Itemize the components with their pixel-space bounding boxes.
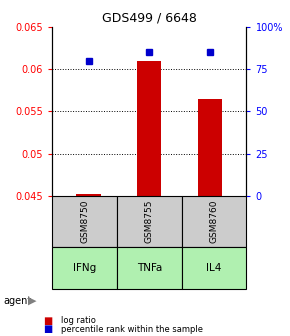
Text: log ratio: log ratio [61, 317, 96, 325]
Bar [137, 61, 162, 196]
Text: agent: agent [3, 296, 31, 306]
FancyBboxPatch shape [117, 196, 182, 247]
Text: GSM8760: GSM8760 [210, 200, 219, 243]
Text: IL4: IL4 [206, 263, 222, 273]
Text: ■: ■ [44, 316, 53, 326]
Text: GSM8755: GSM8755 [145, 200, 154, 243]
Text: IFNg: IFNg [73, 263, 96, 273]
FancyBboxPatch shape [117, 247, 182, 289]
FancyBboxPatch shape [52, 247, 117, 289]
Title: GDS499 / 6648: GDS499 / 6648 [102, 11, 197, 24]
Bar [198, 99, 222, 196]
Text: GSM8750: GSM8750 [80, 200, 89, 243]
FancyBboxPatch shape [182, 196, 246, 247]
FancyBboxPatch shape [52, 196, 117, 247]
FancyBboxPatch shape [182, 247, 246, 289]
Text: ■: ■ [44, 324, 53, 334]
Text: percentile rank within the sample: percentile rank within the sample [61, 325, 203, 334]
Text: ▶: ▶ [28, 296, 36, 306]
Text: TNFa: TNFa [137, 263, 162, 273]
Bar [77, 194, 101, 196]
